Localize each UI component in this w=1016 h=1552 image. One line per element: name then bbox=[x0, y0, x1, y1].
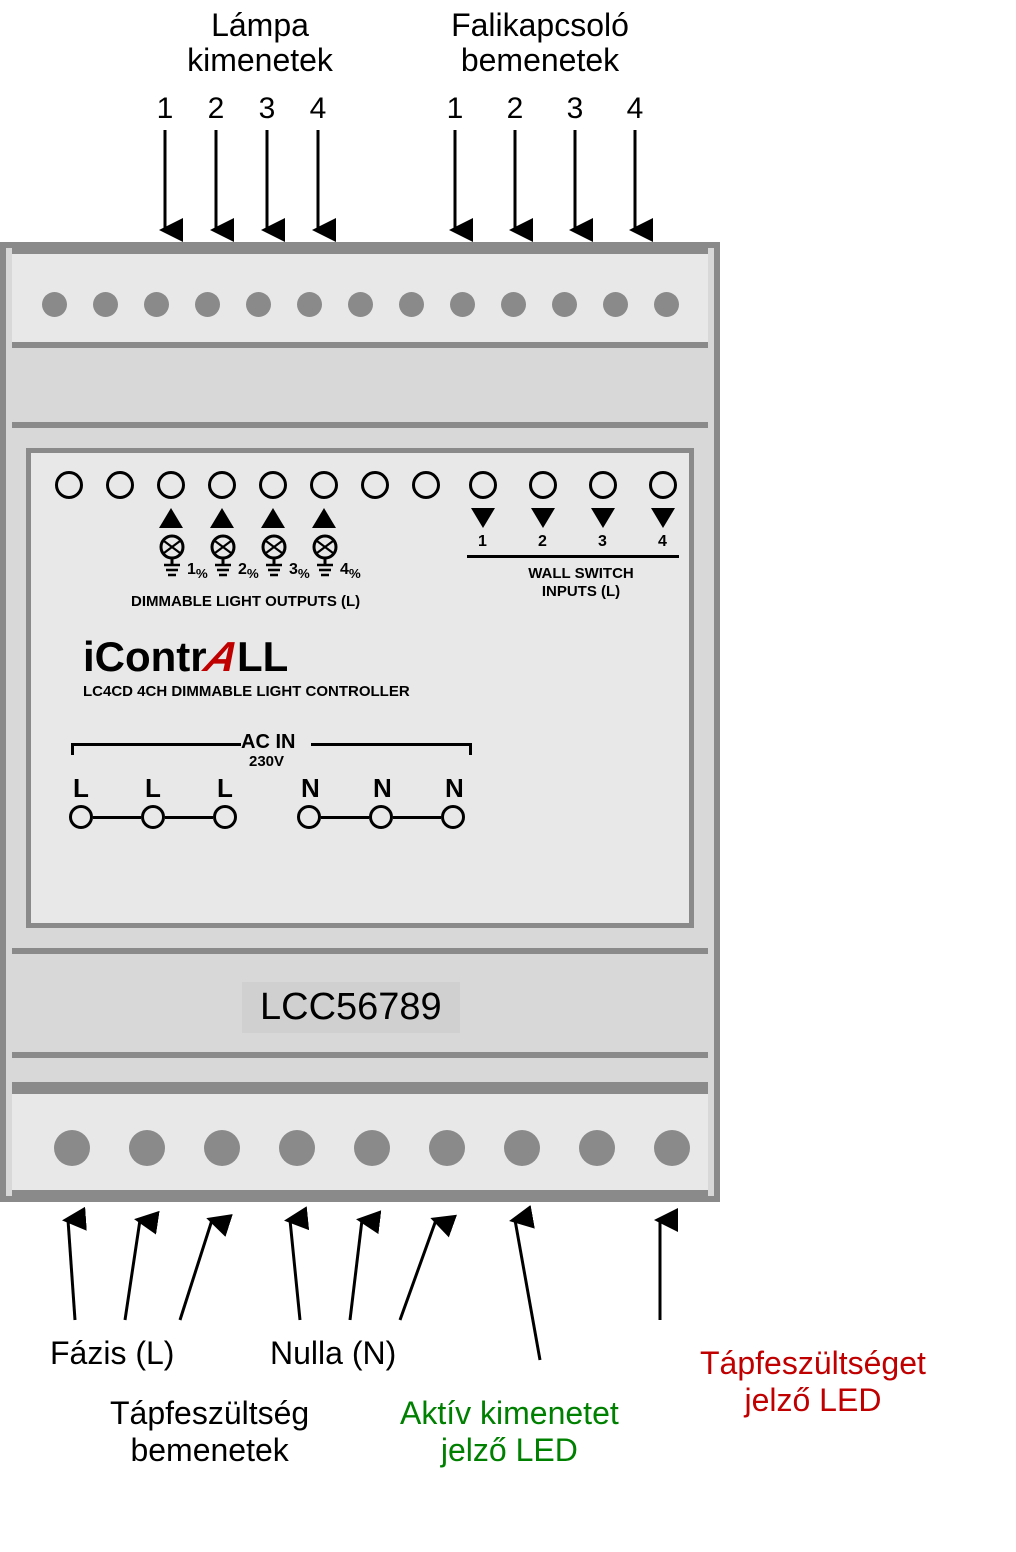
acin-circle bbox=[369, 805, 393, 829]
acin-link bbox=[393, 816, 441, 819]
terminal-N: N bbox=[373, 773, 392, 804]
terminal-N: N bbox=[301, 773, 320, 804]
brand-text: LL bbox=[237, 633, 288, 680]
screw-terminal bbox=[450, 292, 475, 317]
input-num-2: 2 bbox=[538, 533, 547, 551]
label-aktiv-led: Aktív kimenetet jelző LED bbox=[400, 1395, 619, 1469]
acin-label: AC IN bbox=[241, 731, 295, 754]
panel-terminal-circle bbox=[157, 471, 185, 499]
diagram-container: Lámpa kimenetek Falikapcsoló bemenetek 1… bbox=[0, 0, 1016, 1552]
output-num-1: 1% bbox=[187, 561, 208, 581]
device-body: 1% 2% 3% 4% DIMMABLE LIGHT OUTPUTS (L) 1… bbox=[0, 242, 720, 1202]
arrow-up-icon bbox=[159, 508, 183, 528]
arrow-down-icon bbox=[591, 508, 615, 528]
inputs-label: WALL SWITCH INPUTS (L) bbox=[511, 565, 651, 601]
screw-terminal bbox=[579, 1130, 615, 1166]
arrow-up-icon bbox=[312, 508, 336, 528]
acin-circle bbox=[297, 805, 321, 829]
panel-terminal-circle bbox=[469, 471, 497, 499]
screw-terminal bbox=[429, 1130, 465, 1166]
center-panel: 1% 2% 3% 4% DIMMABLE LIGHT OUTPUTS (L) 1… bbox=[26, 448, 694, 928]
screw-terminal bbox=[297, 292, 322, 317]
acin-link bbox=[165, 816, 213, 819]
brand-logo: iContrALL bbox=[83, 633, 288, 681]
acin-bracket-tick bbox=[71, 743, 74, 755]
screw-terminal bbox=[552, 292, 577, 317]
panel-terminal-circle bbox=[55, 471, 83, 499]
panel-terminal-circle bbox=[589, 471, 617, 499]
input-underline bbox=[467, 555, 679, 558]
terminal-N: N bbox=[445, 773, 464, 804]
top-terminal-rail bbox=[12, 248, 708, 348]
spacer-mid bbox=[12, 1058, 708, 1088]
bottom-terminal-rail bbox=[12, 1088, 708, 1196]
panel-terminal-circle bbox=[361, 471, 389, 499]
serial-bar: LCC56789 bbox=[12, 948, 708, 1058]
spacer-top bbox=[12, 348, 708, 428]
screw-terminal bbox=[654, 1130, 690, 1166]
acin-bracket-tick bbox=[469, 743, 472, 755]
screw-terminal bbox=[246, 292, 271, 317]
panel-terminal-circle bbox=[310, 471, 338, 499]
top-arrows bbox=[0, 0, 1016, 250]
acin-link bbox=[321, 816, 369, 819]
screw-terminal bbox=[279, 1130, 315, 1166]
label-fazis: Fázis (L) bbox=[50, 1335, 174, 1372]
arrow-down-icon bbox=[531, 508, 555, 528]
label-nulla: Nulla (N) bbox=[270, 1335, 396, 1372]
input-num-4: 4 bbox=[658, 533, 667, 551]
screw-terminal bbox=[654, 292, 679, 317]
output-num-4: 4% bbox=[340, 561, 361, 581]
screw-terminal bbox=[348, 292, 373, 317]
panel-terminal-circle bbox=[529, 471, 557, 499]
terminal-L: L bbox=[217, 773, 233, 804]
acin-circle bbox=[213, 805, 237, 829]
label-tap-bemenetek: Tápfeszültség bemenetek bbox=[110, 1395, 309, 1469]
panel-terminal-circle bbox=[106, 471, 134, 499]
output-num-2: 2% bbox=[238, 561, 259, 581]
screw-terminal bbox=[42, 292, 67, 317]
acin-bracket bbox=[311, 743, 471, 746]
terminal-L: L bbox=[73, 773, 89, 804]
output-num-3: 3% bbox=[289, 561, 310, 581]
acin-voltage: 230V bbox=[249, 753, 284, 770]
terminal-L: L bbox=[145, 773, 161, 804]
acin-circle bbox=[69, 805, 93, 829]
screw-terminal bbox=[354, 1130, 390, 1166]
arrow-down-icon bbox=[651, 508, 675, 528]
acin-link bbox=[93, 816, 141, 819]
panel-terminal-circle bbox=[412, 471, 440, 499]
acin-circle bbox=[141, 805, 165, 829]
screw-terminal bbox=[93, 292, 118, 317]
input-num-1: 1 bbox=[478, 533, 487, 551]
arrow-up-icon bbox=[261, 508, 285, 528]
screw-terminal bbox=[204, 1130, 240, 1166]
outputs-label: DIMMABLE LIGHT OUTPUTS (L) bbox=[131, 593, 360, 610]
serial-number: LCC56789 bbox=[242, 982, 460, 1033]
arrow-down-icon bbox=[471, 508, 495, 528]
screw-terminal bbox=[603, 292, 628, 317]
panel-terminal-circle bbox=[259, 471, 287, 499]
screw-terminal bbox=[501, 292, 526, 317]
acin-circle bbox=[441, 805, 465, 829]
panel-terminal-circle bbox=[208, 471, 236, 499]
screw-terminal bbox=[54, 1130, 90, 1166]
screw-terminal bbox=[504, 1130, 540, 1166]
screw-terminal bbox=[399, 292, 424, 317]
model-line: LC4CD 4CH DIMMABLE LIGHT CONTROLLER bbox=[83, 683, 410, 700]
input-num-3: 3 bbox=[598, 533, 607, 551]
label-tap-led: Tápfeszültséget jelző LED bbox=[700, 1345, 926, 1419]
panel-terminal-circle bbox=[649, 471, 677, 499]
brand-text: iContr bbox=[83, 633, 207, 680]
arrow-up-icon bbox=[210, 508, 234, 528]
screw-terminal bbox=[144, 292, 169, 317]
acin-bracket bbox=[71, 743, 241, 746]
screw-terminal bbox=[129, 1130, 165, 1166]
screw-terminal bbox=[195, 292, 220, 317]
